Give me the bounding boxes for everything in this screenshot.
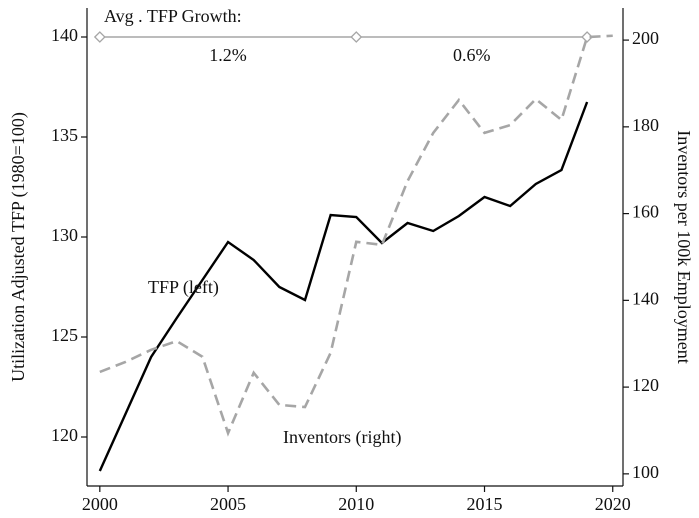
y2-tick-label: 120 bbox=[632, 375, 659, 395]
y-tick-label: 125 bbox=[51, 325, 78, 345]
series-label: TFP (left) bbox=[148, 277, 219, 298]
y-tick-label: 130 bbox=[51, 225, 78, 245]
period-label: 0.6% bbox=[453, 45, 491, 65]
reference-marker bbox=[93, 31, 106, 43]
y2-axis-label: Inventors per 100k Employment bbox=[674, 130, 694, 363]
y2-tick-label: 100 bbox=[632, 462, 659, 482]
reference-marker bbox=[350, 31, 363, 43]
x-tick-label: 2000 bbox=[82, 494, 118, 514]
period-label: 1.2% bbox=[209, 45, 247, 65]
y-tick-label: 120 bbox=[51, 425, 78, 445]
y2-tick-label: 140 bbox=[632, 288, 659, 308]
y-tick-label: 140 bbox=[51, 25, 78, 45]
x-tick-label: 2020 bbox=[595, 494, 631, 514]
y2-tick-label: 180 bbox=[632, 115, 659, 135]
x-tick-label: 2010 bbox=[338, 494, 374, 514]
series-line bbox=[98, 101, 589, 472]
y-axis-label: Utilization Adjusted TFP (1980=100) bbox=[8, 112, 29, 382]
y2-tick-label: 200 bbox=[632, 28, 659, 48]
series-line bbox=[99, 34, 613, 437]
y2-tick-label: 160 bbox=[632, 202, 659, 222]
series-label: Inventors (right) bbox=[283, 427, 401, 448]
y-tick-label: 135 bbox=[51, 125, 78, 145]
x-tick-label: 2005 bbox=[210, 494, 246, 514]
x-tick-label: 2015 bbox=[467, 494, 503, 514]
reference-label: Avg . TFP Growth: bbox=[104, 6, 242, 26]
